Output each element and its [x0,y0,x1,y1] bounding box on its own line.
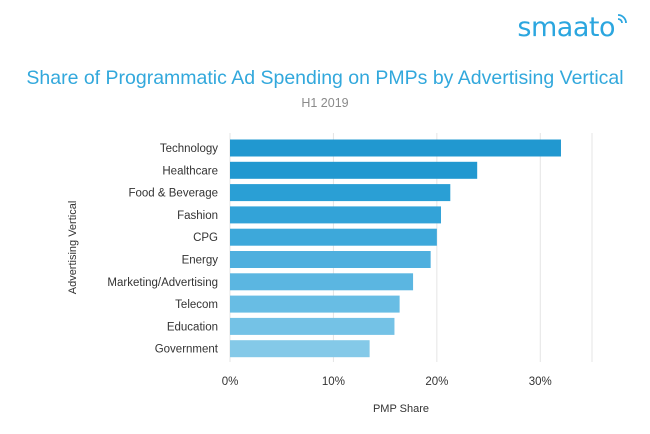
category-label: Education [167,321,218,333]
category-label: Fashion [177,210,218,222]
x-tick-label: 30% [529,376,552,388]
category-label: Government [155,344,219,356]
x-tick-label: 10% [322,376,345,388]
bar [230,295,400,313]
category-label: Food & Beverage [128,188,218,200]
bar [230,184,451,202]
category-label: Healthcare [162,165,218,177]
bar [230,340,370,358]
bars [230,139,561,358]
category-label: Energy [182,255,219,267]
bar [230,273,414,291]
x-tick-label: 0% [222,376,239,388]
category-labels: Technology Healthcare Food & Beverage Fashi… [107,143,218,356]
x-tick-labels: 0% 10% 20% 30% [222,376,552,388]
chart-title: Share of Programmatic Ad Spending on PMP… [26,67,624,89]
category-label: Marketing/Advertising [107,277,218,289]
x-axis-title: PMP Share [373,403,429,415]
bar [230,317,395,335]
bar [230,228,437,246]
x-tick-label: 20% [425,376,448,388]
bar [230,206,441,224]
smaato-logo: smaato [517,12,628,43]
bar [230,161,478,179]
bar [230,251,431,268]
category-label: Telecom [175,299,218,311]
y-axis-title: Advertising Vertical [67,201,79,295]
chart-subtitle: H1 2019 [301,96,349,110]
wifi-signal-icon [617,14,627,24]
category-label: Technology [160,143,218,155]
logo-text: smaato [517,12,615,43]
category-label: CPG [193,232,218,244]
bar [230,139,561,157]
